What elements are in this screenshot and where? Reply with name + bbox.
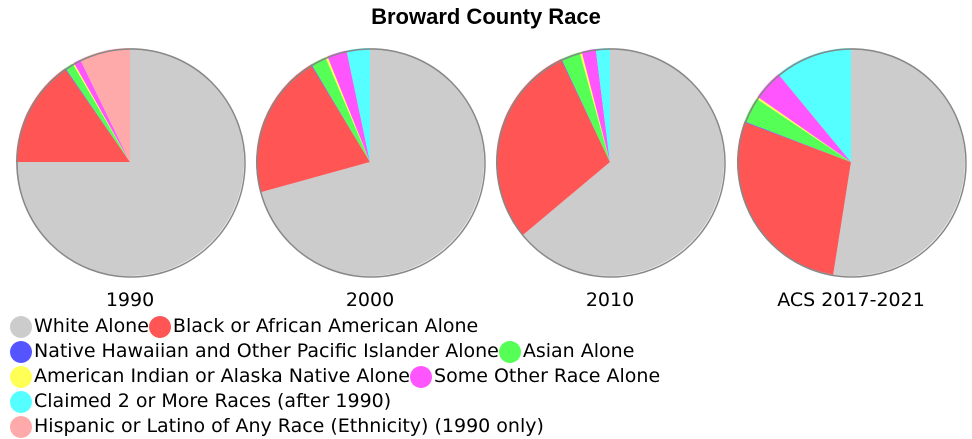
pie-outline: [737, 48, 967, 278]
chart-title: Broward County Race: [371, 4, 601, 29]
legend-item: Black or African American Alone: [148, 314, 479, 339]
pie-slice: [778, 48, 851, 162]
legend-item: White Alone: [10, 314, 149, 339]
pie-slice: [522, 48, 725, 277]
legend-label: Some Other Race Alone: [434, 365, 661, 387]
pie-title: 1990: [106, 289, 154, 311]
pie-title: ACS 2017-2021: [777, 289, 925, 311]
legend-item: Claimed 2 or More Races (after 1990): [10, 389, 391, 414]
legend: White Alone Black or African American Alo…: [10, 314, 710, 439]
legend-marker: [10, 390, 32, 413]
pie-slice: [311, 57, 370, 163]
legend-marker: [148, 315, 171, 338]
pie-slice: [80, 48, 130, 162]
legend-marker: [10, 340, 32, 363]
pie-slice: [16, 68, 130, 162]
legend-item: American Indian or Alaska Native Alone: [10, 364, 410, 389]
legend-label: White Alone: [34, 315, 149, 337]
legend-item: Hispanic or Latino of Any Race (Ethnicit…: [10, 414, 544, 439]
pie-slice: [346, 48, 370, 162]
pie-slice: [561, 52, 610, 163]
pie-slice: [72, 62, 130, 162]
pie-slice: [757, 74, 851, 162]
pie-slice: [325, 56, 370, 162]
pie-slice: [560, 58, 610, 162]
legend-marker: [10, 315, 32, 338]
pie-slice: [595, 48, 610, 162]
legend-label: American Indian or Alaska Native Alone: [34, 365, 411, 387]
pie-outline: [256, 48, 486, 278]
pie-slice: [260, 48, 484, 277]
pie-slice: [64, 68, 130, 162]
pie-title: 2000: [346, 289, 394, 311]
pie-title: 2010: [586, 289, 634, 311]
pie-slice: [744, 98, 851, 162]
pie-slice: [833, 48, 965, 276]
pie-slice: [255, 64, 370, 193]
pie-slice: [756, 96, 851, 162]
pie-outline: [16, 48, 246, 278]
pie-slice: [310, 64, 370, 162]
legend-label: Claimed 2 or More Races (after 1990): [34, 390, 392, 412]
legend-marker: [410, 365, 433, 388]
legend-item: Some Other Race Alone: [410, 364, 660, 389]
pie-slice: [495, 59, 610, 236]
legend-item: Asian Alone: [498, 339, 635, 364]
legend-item: Native Hawaiian and Other Pacific Island…: [10, 339, 499, 364]
pie-slice: [65, 63, 130, 163]
pie-outline: [496, 48, 726, 278]
pie-slice: [327, 50, 370, 163]
legend-label: Asian Alone: [522, 340, 635, 362]
legend-marker: [10, 365, 32, 388]
legend-label: Black or African American Alone: [172, 315, 479, 337]
legend-label: Native Hawaiian and Other Pacific Island…: [34, 340, 499, 362]
pie-slice: [744, 121, 851, 162]
pie-slice: [579, 51, 610, 162]
pie-slice: [581, 48, 610, 162]
charts: 1990 2000 2010 ACS 2017-2021: [16, 48, 967, 311]
pie-slice: [73, 59, 130, 162]
legend-marker: [10, 415, 32, 438]
legend-marker: [498, 340, 521, 363]
legend-label: Hispanic or Latino of Any Race (Ethnicit…: [34, 415, 544, 437]
